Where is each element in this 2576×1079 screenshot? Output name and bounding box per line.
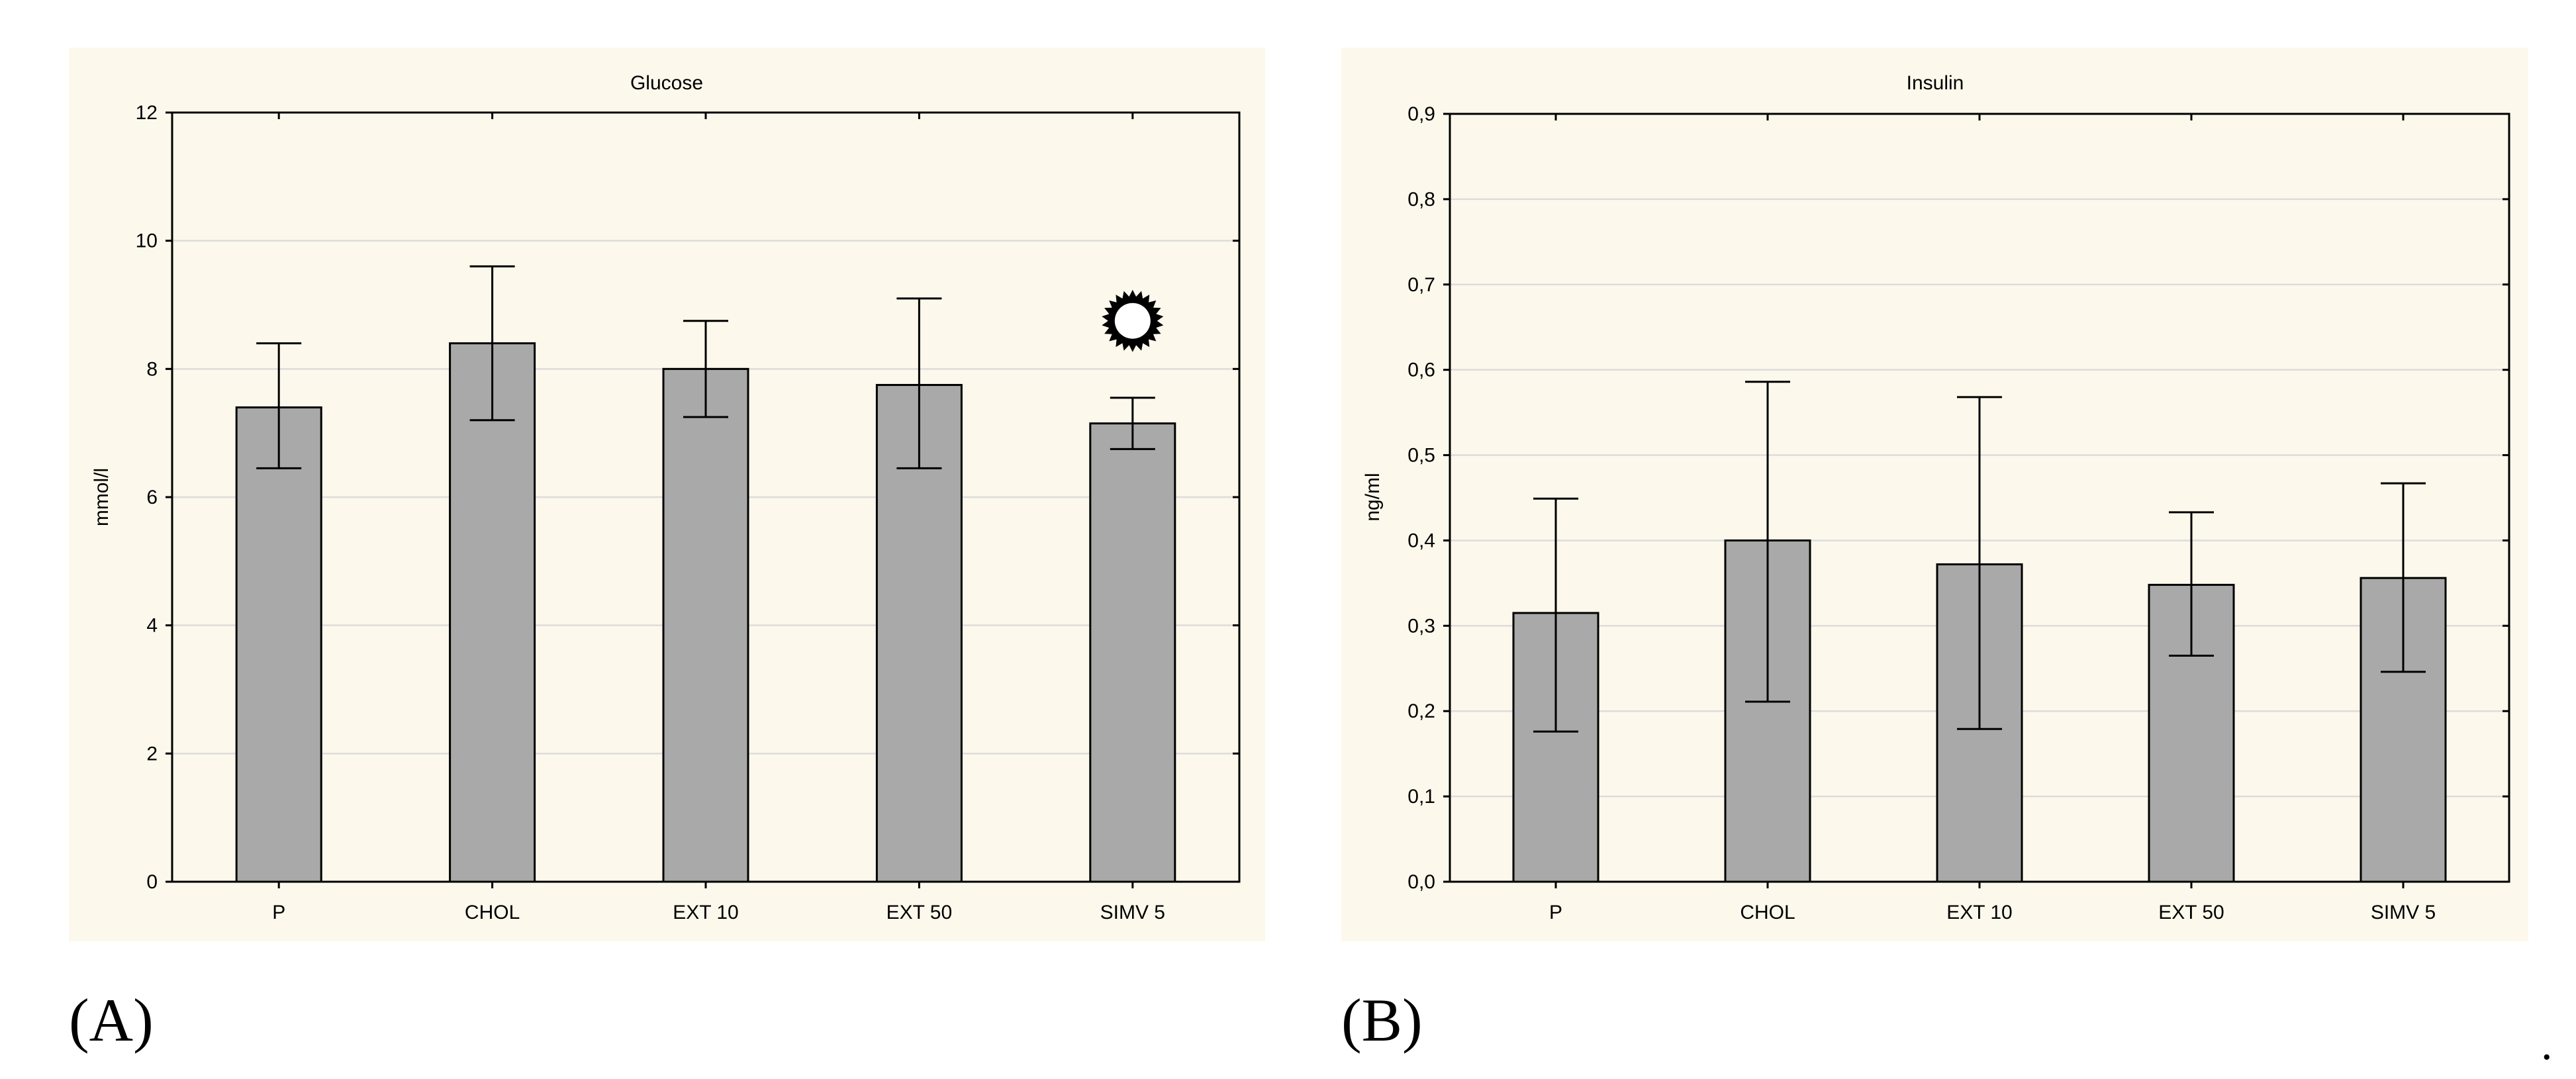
glucose-annotations (1102, 289, 1164, 352)
insulin-error-bars (1533, 381, 2426, 733)
insulin-y-axis-label: ng/ml (1362, 473, 1384, 521)
insulin-y-tick-label: 0,4 (1407, 530, 1435, 551)
trailing-period: . (2541, 1019, 2553, 1070)
glucose-bar-ext-10 (662, 367, 749, 883)
insulin-error-bar-simv-5 (2381, 482, 2426, 673)
glucose-x-tick-label: EXT 50 (886, 902, 953, 923)
glucose-y-tick-label: 6 (146, 487, 158, 508)
insulin-x-tick-label: CHOL (1740, 902, 1795, 923)
insulin-error-bar-p (1533, 497, 1578, 733)
sun-marker-center (1114, 303, 1151, 339)
glucose-error-bar-ext-10 (683, 320, 728, 418)
insulin-y-tick-label: 0,3 (1407, 615, 1435, 637)
glucose-bar-simv-5 (1089, 422, 1176, 883)
glucose-y-tick-label: 12 (136, 102, 158, 124)
insulin-y-tick-labels: 0,0 0,1 0,2 0,3 0,4 0,5 0,6 0,7 0,8 0,9 (1407, 103, 1435, 893)
glucose-error-bar-p (256, 342, 302, 469)
glucose-x-tick-labels: P CHOL EXT 10 EXT 50 SIMV 5 (272, 902, 1165, 923)
glucose-error-bar-chol (469, 265, 515, 422)
glucose-y-tick-labels: 0 2 4 6 8 10 12 (136, 102, 158, 893)
insulin-error-bar-chol (1745, 381, 1790, 703)
insulin-y-tick-label: 0,0 (1407, 871, 1435, 893)
glucose-chart: Glucose 0 2 4 6 8 10 12 mmol/l P CHOL EXT 10 EXT … (69, 48, 1265, 1054)
insulin-y-tick-label: 0,8 (1407, 189, 1435, 211)
insulin-x-tick-label: SIMV 5 (2371, 902, 2436, 923)
glucose-y-tick-label: 4 (146, 615, 158, 637)
glucose-y-axis-label: mmol/l (91, 468, 113, 526)
glucose-x-tick-label: CHOL (465, 902, 520, 923)
insulin-y-tick-label: 0,2 (1407, 700, 1435, 722)
glucose-axis-ticks (166, 111, 1239, 888)
glucose-y-tick-label: 10 (136, 230, 158, 252)
insulin-axis-ticks (1443, 113, 2509, 888)
glucose-x-tick-label: SIMV 5 (1100, 902, 1165, 923)
glucose-x-tick-label: EXT 10 (673, 902, 739, 923)
insulin-x-tick-labels: P CHOL EXT 10 EXT 50 SIMV 5 (1549, 902, 2436, 923)
insulin-chart: Insulin 0,0 0,1 0,2 0,3 0,4 0,5 0,6 0,7 0,8 0,9 n… (1341, 48, 2528, 1054)
insulin-error-bar-ext-10 (1957, 396, 2002, 730)
glucose-y-tick-label: 2 (146, 743, 158, 765)
glucose-y-tick-label: 8 (146, 358, 158, 380)
insulin-x-tick-label: EXT 50 (2158, 902, 2224, 923)
glucose-error-bar-simv-5 (1110, 397, 1155, 450)
insulin-x-tick-label: P (1549, 902, 1562, 923)
insulin-chart-title: Insulin (1907, 72, 1964, 94)
insulin-error-bar-ext-50 (2169, 511, 2214, 657)
insulin-y-tick-label: 0,6 (1407, 359, 1435, 381)
glucose-y-tick-label: 0 (146, 871, 158, 893)
glucose-error-bars (256, 265, 1155, 469)
glucose-panel-label: (A) (69, 986, 154, 1054)
insulin-y-tick-label: 0,7 (1407, 274, 1435, 296)
glucose-chart-title: Glucose (630, 72, 703, 94)
insulin-panel-label: (B) (1341, 986, 1423, 1054)
glucose-x-tick-label: P (272, 902, 285, 923)
glucose-bar-p (235, 406, 322, 883)
insulin-y-tick-label: 0,1 (1407, 786, 1435, 808)
insulin-x-tick-label: EXT 10 (1946, 902, 2013, 923)
glucose-error-bar-ext-50 (896, 297, 942, 469)
insulin-y-tick-label: 0,5 (1407, 445, 1435, 467)
glucose-bar-chol (449, 342, 536, 883)
insulin-y-tick-label: 0,9 (1407, 103, 1435, 125)
